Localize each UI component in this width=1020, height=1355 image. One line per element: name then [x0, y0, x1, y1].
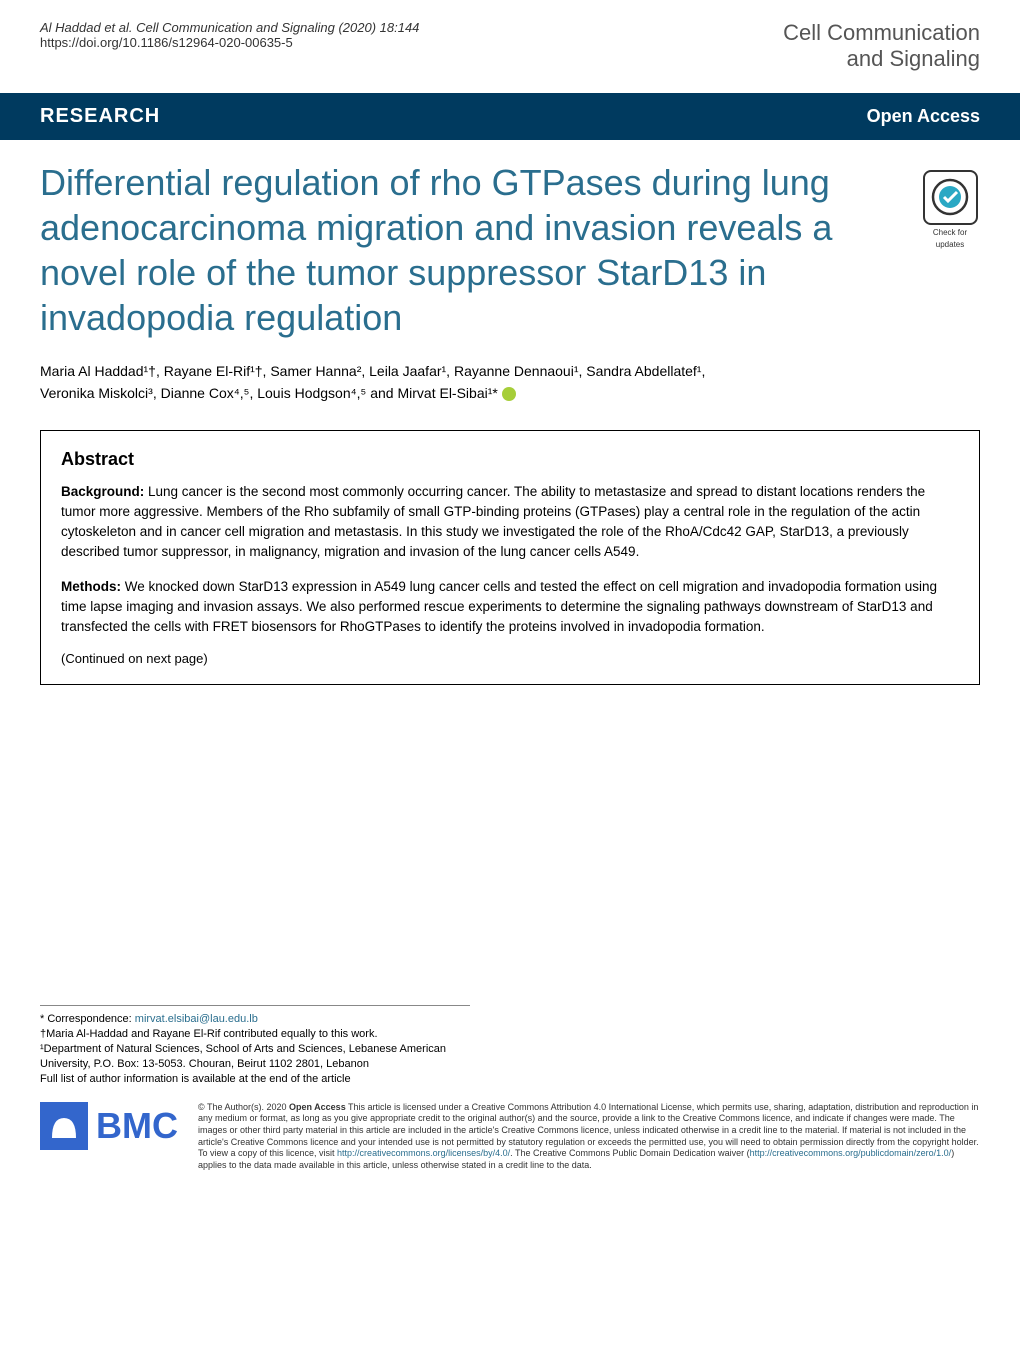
methods-text: We knocked down StarD13 expression in A5… [61, 579, 937, 635]
check-text-2: updates [920, 240, 980, 249]
corr-email[interactable]: mirvat.elsibai@lau.edu.lb [135, 1013, 258, 1025]
check-updates-badge[interactable]: Check for updates [920, 170, 980, 249]
journal-line1: Cell Communication [783, 20, 980, 46]
abstract-background: Background: Lung cancer is the second mo… [61, 482, 959, 563]
access-label: Open Access [867, 106, 980, 127]
license-link-1[interactable]: http://creativecommons.org/licenses/by/4… [337, 1148, 510, 1158]
open-access-bold: Open Access [289, 1102, 346, 1112]
continued-text: (Continued on next page) [61, 651, 959, 666]
correspondence-block: * Correspondence: mirvat.elsibai@lau.edu… [40, 1005, 470, 1086]
citation-text: Al Haddad et al. Cell Communication and … [40, 20, 419, 35]
section-banner: RESEARCH Open Access [0, 93, 1020, 140]
authors-line2: Veronika Miskolci³, Dianne Cox⁴,⁵, Louis… [40, 385, 498, 401]
journal-name: Cell Communication and Signaling [783, 20, 980, 73]
doi-text: https://doi.org/10.1186/s12964-020-00635… [40, 35, 419, 50]
abstract-heading: Abstract [61, 449, 959, 470]
check-text-1: Check for [920, 228, 980, 237]
abstract-methods: Methods: We knocked down StarD13 express… [61, 577, 959, 638]
license-row: BMC © The Author(s). 2020 Open Access Th… [0, 1087, 1020, 1197]
spacing-filler [0, 685, 1020, 1005]
contrib-note: †Maria Al-Haddad and Rayane El-Rif contr… [40, 1028, 378, 1040]
crossmark-icon [923, 170, 978, 225]
affiliation-1: ¹Department of Natural Sciences, School … [40, 1043, 446, 1070]
section-label: RESEARCH [40, 105, 160, 128]
journal-line2: and Signaling [783, 46, 980, 72]
authors-line1: Maria Al Haddad¹†, Rayane El-Rif¹†, Same… [40, 363, 705, 379]
header-row: Al Haddad et al. Cell Communication and … [0, 0, 1020, 83]
bmc-square-icon [40, 1102, 88, 1150]
citation-block: Al Haddad et al. Cell Communication and … [40, 20, 419, 50]
abstract-box: Abstract Background: Lung cancer is the … [40, 430, 980, 686]
full-author-list: Full list of author information is avail… [40, 1073, 351, 1085]
license-after1: . The Creative Commons Public Domain Ded… [510, 1148, 749, 1158]
background-text: Lung cancer is the second most commonly … [61, 484, 925, 560]
copyright-text: © The Author(s). 2020 [198, 1102, 289, 1112]
paper-title: Differential regulation of rho GTPases d… [40, 160, 890, 340]
license-text: © The Author(s). 2020 Open Access This a… [198, 1102, 980, 1172]
title-block: Differential regulation of rho GTPases d… [0, 140, 1020, 360]
bmc-logo: BMC [40, 1102, 178, 1150]
background-label: Background: [61, 484, 144, 499]
methods-label: Methods: [61, 579, 121, 594]
footer-section: * Correspondence: mirvat.elsibai@lau.edu… [0, 1005, 1020, 1086]
license-link-2[interactable]: http://creativecommons.org/publicdomain/… [750, 1148, 952, 1158]
orcid-icon[interactable] [502, 387, 516, 401]
bmc-text: BMC [96, 1105, 178, 1147]
authors-block: Maria Al Haddad¹†, Rayane El-Rif¹†, Same… [0, 360, 1020, 430]
corr-label: * Correspondence: [40, 1013, 135, 1025]
